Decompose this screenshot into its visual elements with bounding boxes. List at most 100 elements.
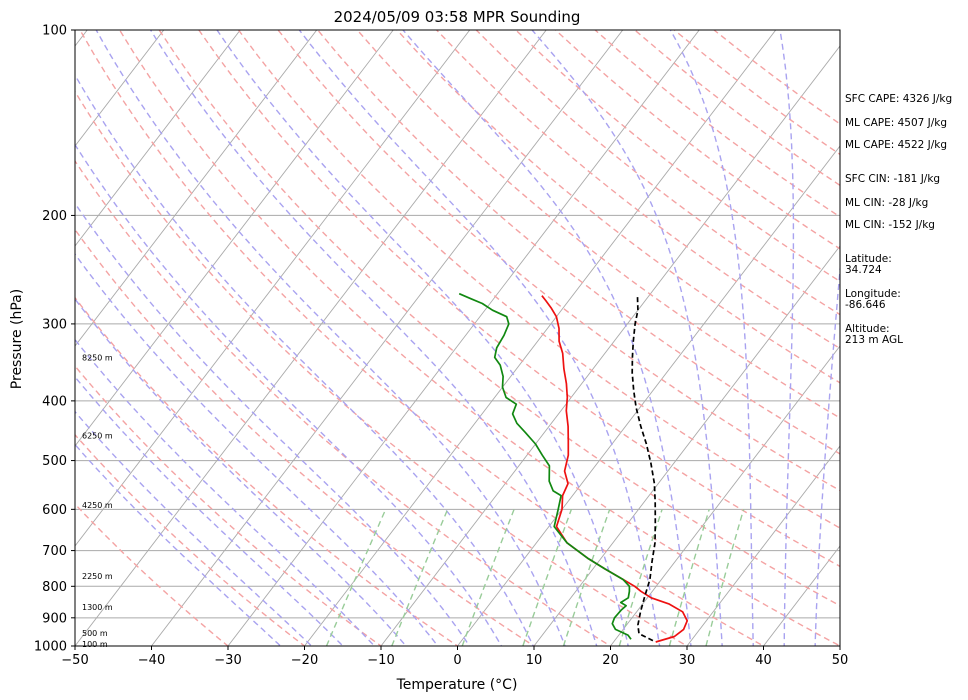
x-tick-label: −10 [367,653,394,668]
annotation-text: SFC CAPE: 4326 J/kg [845,93,952,105]
dry-adiabat-line [75,433,306,646]
moist-adiabat-line [779,30,795,646]
dewpoint-profile-line [458,292,632,640]
dry-adiabat-line [75,228,536,646]
dry-adiabat-line [75,159,612,646]
dry-adiabat-line [237,30,840,529]
x-tick-label: 10 [526,653,543,668]
height-label: 4250 m [82,501,113,510]
moist-adiabat-line [298,30,661,646]
x-axis-label: Temperature (°C) [396,677,518,693]
moist-adiabat-line [216,30,629,646]
annotation-text: Longitude: [845,288,901,300]
parcel-profile-line [631,295,657,642]
isotherm-line [686,445,840,646]
annotation-text: -86.646 [845,299,886,311]
mixing-ratio-line [461,509,515,646]
isotherm-line [456,145,840,646]
x-tick-label: −30 [214,653,241,668]
moist-adiabat-line [402,30,692,646]
mixing-ratio-line [705,509,745,646]
y-tick-label: 200 [42,209,67,224]
dry-adiabat-line [75,90,689,646]
y-tick-label: 600 [42,503,67,518]
mixing-ratio-line [325,509,387,646]
x-tick-label: 0 [453,653,461,668]
height-label: 2250 m [82,572,113,581]
dry-adiabat-line [119,30,840,646]
moist-adiabat-line [669,30,754,646]
height-label: 6250 m [82,431,113,440]
temperature-profile-line [541,295,689,643]
x-tick-label: 40 [755,653,772,668]
isotherm-line [75,30,394,447]
x-tick-label: −20 [291,653,318,668]
annotation-text: ML CIN: -28 J/kg [845,197,928,209]
moist-adiabat-line [75,375,344,646]
dry-adiabat-line [356,30,840,419]
isotherm-line [75,30,241,247]
moist-adiabat-line [75,252,439,646]
isotherm-line [75,30,318,347]
x-tick-label: 30 [679,653,696,668]
moist-adiabat-line [75,338,376,646]
y-axis-label: Pressure (hPa) [9,289,25,389]
isotherm-line [150,30,624,646]
mixing-ratio-line [391,509,449,646]
x-tick-label: −50 [61,653,88,668]
chart-title: 2024/05/09 03:58 MPR Sounding [334,8,581,26]
moist-adiabat-line [75,410,313,646]
moist-adiabat-line [95,30,566,646]
mixing-ratio-line [668,509,710,646]
dry-adiabat-line [75,503,230,646]
height-label: 500 m [82,629,108,638]
annotation-text: Altitude: [845,323,890,335]
isotherm-line [227,30,700,646]
y-tick-label: 400 [42,394,67,409]
y-tick-label: 100 [42,24,67,39]
annotation-text: 213 m AGL [845,334,903,346]
height-label: 100 m [82,640,108,649]
moist-adiabat-line [75,202,471,646]
dry-adiabat-line [198,30,840,568]
plot-area [75,16,968,659]
y-tick-label: 800 [42,580,67,595]
moist-adiabat-line [150,30,598,646]
isotherm-line [303,30,777,646]
y-tick-label: 500 [42,454,67,469]
isotherm-line [380,45,840,646]
moist-adiabat-line [75,297,407,646]
annotation-text: ML CAPE: 4507 J/kg [845,117,947,129]
dry-adiabat-line [158,30,840,607]
moist-adiabat-line [75,443,282,646]
isotherm-line [609,345,840,646]
y-tick-label: 300 [42,317,67,332]
isotherm-line [75,30,547,646]
x-tick-label: 50 [832,653,849,668]
annotation-text: SFC CIN: -181 J/kg [845,173,940,185]
sounding-annotations: SFC CAPE: 4326 J/kg ML CAPE: 4507 J/kg ML … [845,93,952,346]
plot-frame [74,29,841,647]
annotation-text: Latitude: [845,253,892,265]
dry-adiabat-line [75,296,459,646]
moist-adiabat-line [531,30,723,646]
isotherm-line [907,16,968,659]
x-tick-label: 20 [602,653,619,668]
dry-adiabat-line [396,30,840,384]
annotation-text: ML CIN: -152 J/kg [845,219,935,231]
height-label: 1300 m [82,603,113,612]
y-tick-label: 900 [42,611,67,626]
y-tick-label: 1000 [34,640,67,655]
annotation-text: ML CAPE: 4522 J/kg [845,139,947,151]
y-tick-label: 700 [42,544,67,559]
moist-adiabat-line [75,73,534,646]
mixing-ratio-line [562,509,611,646]
height-label: 8250 m [82,353,113,362]
moist-adiabat-line [75,143,503,646]
moist-adiabat-line [814,261,840,646]
x-tick-label: −40 [138,653,165,668]
isotherm-line [762,545,840,646]
mixing-ratio-line [522,509,573,646]
mixing-ratio-line [618,509,663,646]
